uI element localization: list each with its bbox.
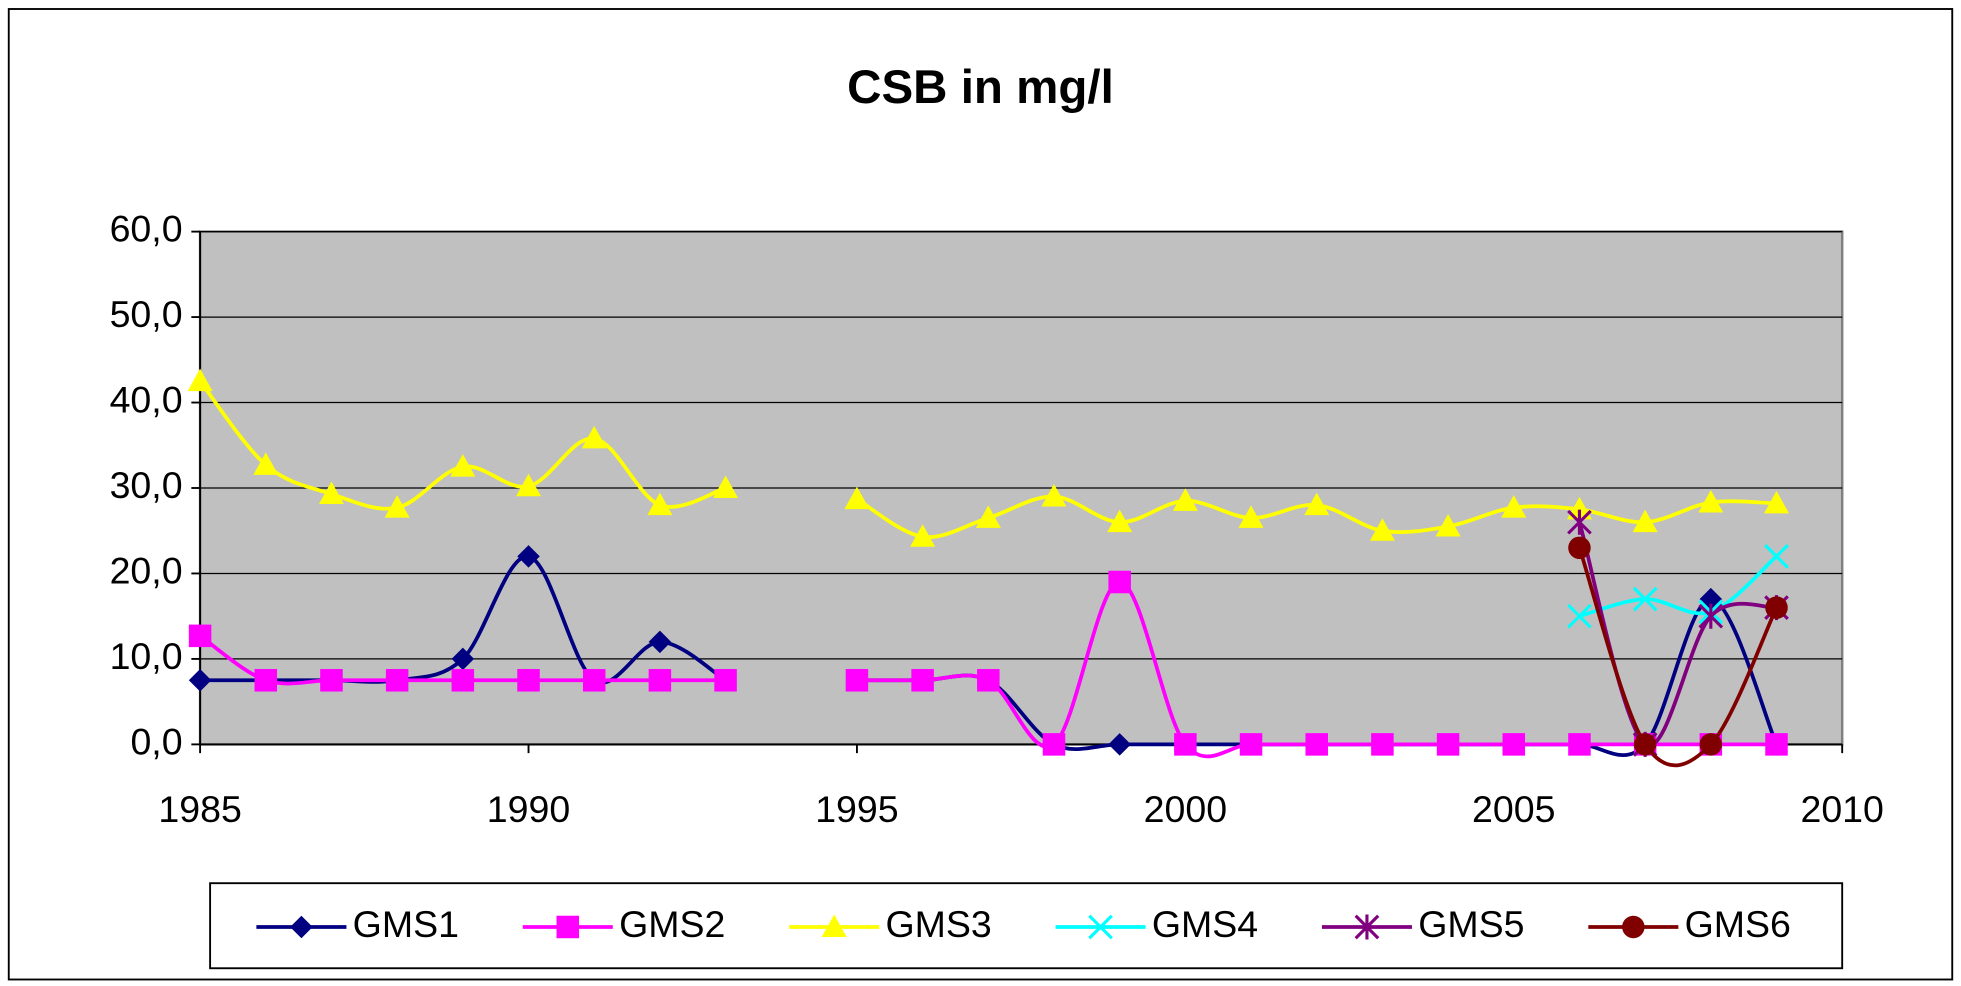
legend-label: GMS6 [1685,903,1791,945]
x-tick-label: 1985 [158,788,241,830]
series-line [1578,554,1778,619]
marker [1436,733,1460,756]
marker [975,505,1001,528]
chart-title: CSB in mg/l [847,61,1114,114]
marker [647,492,673,516]
marker [253,452,279,475]
marker [1435,513,1461,537]
marker [1622,915,1645,939]
marker [1765,733,1788,756]
marker [1632,586,1658,612]
y-tick-label: 0,0 [130,720,182,762]
marker [318,481,344,504]
marker [1632,509,1658,533]
series [187,368,1790,547]
marker [1699,733,1723,756]
marker [1371,733,1394,756]
marker [1568,733,1591,756]
marker [1174,733,1197,756]
marker [1305,733,1328,756]
marker [451,669,475,692]
marker [516,473,542,497]
marker [187,368,213,392]
marker [1501,495,1527,518]
marker [1304,492,1330,516]
y-tick-label: 40,0 [110,378,183,420]
marker [320,669,343,692]
marker [385,669,409,692]
marker [1041,484,1067,507]
y-tick-label: 20,0 [110,549,183,591]
marker [254,669,278,692]
marker [1568,536,1591,560]
marker [713,475,739,499]
marker [911,669,934,692]
marker [1239,733,1263,756]
marker [977,669,1000,692]
marker [450,454,476,477]
marker [1567,603,1592,629]
series-line [1577,547,1779,768]
x-tick-label: 2010 [1800,788,1883,830]
series [188,570,1788,759]
x-tick-label: 1995 [815,788,898,830]
marker [581,425,607,449]
marker [384,495,410,518]
marker [1238,505,1264,528]
marker [1172,488,1198,511]
marker [821,914,847,937]
x-tick-label: 2000 [1144,788,1227,830]
legend-label: GMS3 [885,903,991,945]
marker [845,669,869,692]
marker [648,669,672,692]
marker [1108,733,1131,756]
marker [1042,733,1066,756]
marker [1763,490,1790,514]
legend-label: GMS2 [619,903,725,945]
legend-label: GMS1 [353,903,459,945]
series [1567,544,1789,629]
x-tick-label: 1990 [487,788,570,830]
marker [517,669,540,692]
legend-label: GMS5 [1418,903,1524,945]
marker [290,915,313,939]
y-tick-label: 50,0 [110,293,183,335]
legend [209,882,1844,970]
y-tick-label: 10,0 [110,635,183,677]
marker [1633,733,1657,756]
y-tick-label: 30,0 [110,464,183,506]
marker [910,524,936,547]
marker [1369,518,1395,541]
marker [451,647,475,671]
series-line [1577,521,1777,748]
marker [844,486,870,510]
marker [1765,596,1788,619]
marker [714,669,737,692]
y-tick-label: 60,0 [110,208,183,250]
marker [1502,733,1526,756]
marker [1567,509,1592,535]
marker [1698,490,1724,513]
marker [1764,544,1789,569]
marker [188,624,212,648]
marker [582,669,606,692]
legend-label: GMS4 [1152,903,1258,945]
marker [1108,570,1131,594]
x-tick-label: 2005 [1472,788,1555,830]
marker [556,915,580,939]
series [1568,536,1788,768]
marker [1088,914,1113,940]
marker [648,630,672,654]
marker [188,669,212,692]
marker [1354,914,1380,940]
marker [1107,509,1133,533]
marker [1698,603,1724,629]
